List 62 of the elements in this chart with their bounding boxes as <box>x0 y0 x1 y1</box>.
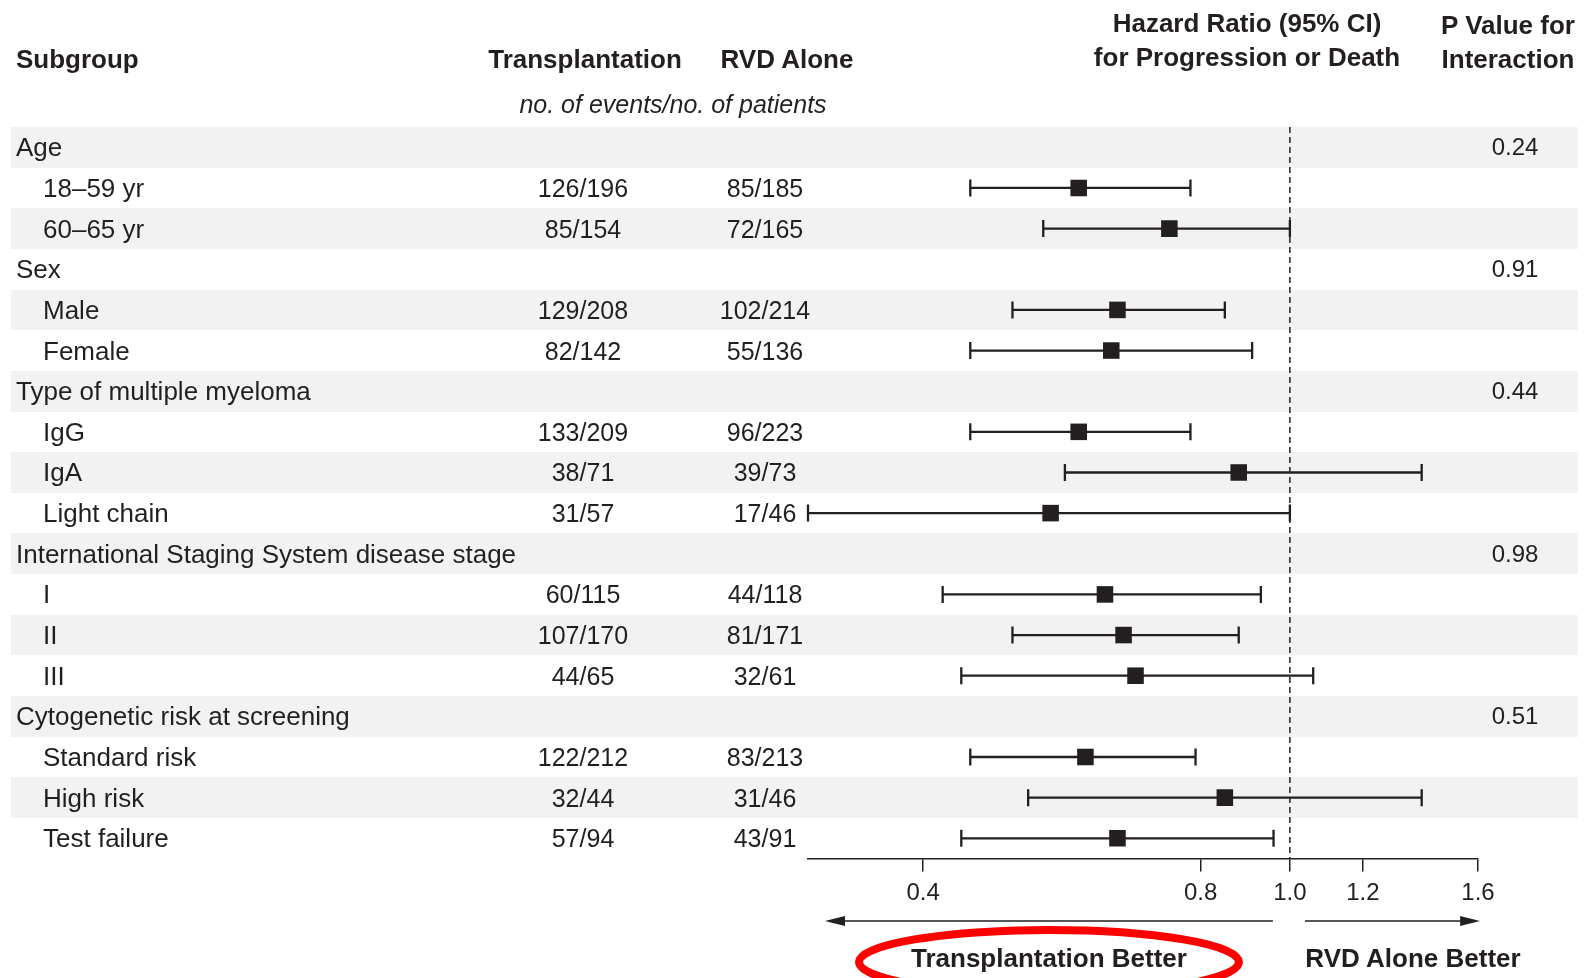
category-label: 122/212 <box>537 742 629 772</box>
x-tick-label: 0.8 <box>1183 877 1218 905</box>
x-tick-label: 0.4 <box>906 877 940 905</box>
category-label: 32/61 <box>733 660 797 691</box>
category-label: 57/94 <box>551 823 615 854</box>
category-label: III <box>43 660 65 691</box>
category-label: Age <box>16 132 63 163</box>
category-label: 43/91 <box>733 823 797 854</box>
text: no. of events/no. of patients <box>519 89 827 119</box>
category-label: Test failure <box>43 823 169 854</box>
category-label: 0.98 <box>1491 538 1539 569</box>
category-label: 60/115 <box>545 579 621 610</box>
category-label: 44/118 <box>727 579 803 610</box>
category-label: 0.91 <box>1491 254 1539 285</box>
category-label: Light chain <box>43 498 169 529</box>
category-label: 55/136 <box>726 335 804 366</box>
category-label: 83/213 <box>726 742 804 772</box>
category-label: 38/71 <box>551 457 615 488</box>
category-label: 60–65 yr <box>43 213 145 244</box>
category-label: 0.24 <box>1491 132 1539 163</box>
category-label: 31/46 <box>733 782 797 813</box>
category-label: IgG <box>43 416 85 447</box>
category-label: Female <box>43 335 130 366</box>
text: Subgroup <box>16 43 139 76</box>
category-label: I <box>43 579 51 610</box>
x-tick-label: 1.6 <box>1461 877 1495 905</box>
category-label: 81/171 <box>726 620 804 651</box>
category-label: Male <box>43 294 100 325</box>
category-label: Standard risk <box>43 741 197 772</box>
category-label: 39/73 <box>733 457 797 488</box>
category-label: 126/196 <box>537 172 629 203</box>
category-label: 18–59 yr <box>43 172 145 203</box>
category-label: 107/170 <box>537 620 629 651</box>
category-label: 0.44 <box>1491 376 1539 407</box>
text: RVD Alone <box>720 43 854 76</box>
x-tick-label: 1.0 <box>1273 877 1307 905</box>
category-label: 72/165 <box>726 213 804 244</box>
category-label: 133/209 <box>537 416 629 447</box>
category-label: 85/154 <box>544 213 622 244</box>
category-label: 0.51 <box>1491 701 1539 732</box>
category-label: 102/214 <box>719 294 811 325</box>
category-label: 44/65 <box>551 660 615 691</box>
chart-title: Hazard Ratio (95% CI) for Progression or Death <box>1093 8 1401 73</box>
text: RVD Alone Better <box>1305 943 1521 974</box>
text: P Value for Interaction <box>1440 9 1576 76</box>
category-label: 17/46 <box>733 498 797 529</box>
category-label: II <box>43 620 58 651</box>
category-label: 129/208 <box>537 294 629 325</box>
category-label: Sex <box>16 254 61 285</box>
category-label: Cytogenetic risk at screening <box>16 701 350 732</box>
text: Transplantation Better <box>910 943 1187 974</box>
category-label: International Staging System disease stage <box>16 538 517 569</box>
category-label: Type of multiple myeloma <box>16 376 311 407</box>
category-label: 96/223 <box>726 416 804 447</box>
category-label: High risk <box>43 782 145 813</box>
category-label: IgA <box>43 457 83 488</box>
text: Transplantation <box>488 43 682 76</box>
x-tick-label: 1.2 <box>1346 877 1380 905</box>
category-label: 82/142 <box>544 335 622 366</box>
category-label: 32/44 <box>551 782 615 813</box>
category-label: 31/57 <box>551 498 615 529</box>
category-label: 85/185 <box>726 172 804 203</box>
